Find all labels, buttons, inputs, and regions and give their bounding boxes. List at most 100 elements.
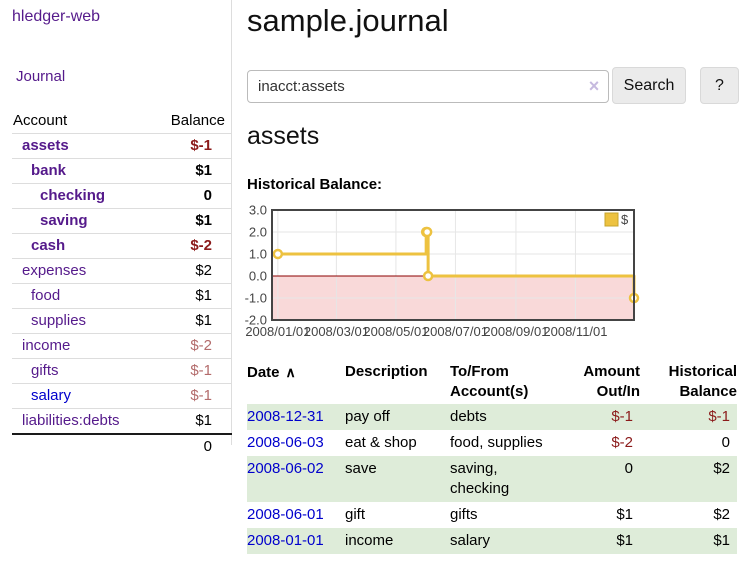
account-link[interactable]: supplies bbox=[31, 312, 87, 329]
account-row: cash $-2 bbox=[12, 233, 232, 258]
amount-cell: $1 bbox=[616, 506, 633, 523]
balance-cell: $1 bbox=[713, 532, 730, 549]
account-link[interactable]: saving bbox=[40, 212, 88, 229]
date-column-header[interactable]: Date ∧ bbox=[247, 358, 345, 404]
data-point-marker bbox=[421, 226, 433, 238]
account-balance: $1 bbox=[195, 212, 212, 229]
x-tick-label: 2008/07/01 bbox=[423, 324, 488, 339]
app-brand-link[interactable]: hledger-web bbox=[12, 8, 101, 25]
register-row: 2008-06-01 gift gifts $1 $2 bbox=[247, 502, 737, 528]
balance-column-header: Historical Balance bbox=[668, 363, 737, 400]
account-row: gifts $-1 bbox=[12, 358, 232, 383]
account-row: income $-2 bbox=[12, 333, 232, 358]
account-row: assets $-1 bbox=[12, 133, 232, 158]
account-row: liabilities:debts $1 bbox=[12, 408, 232, 433]
account-row: salary $-1 bbox=[12, 383, 232, 408]
data-point-marker bbox=[422, 270, 434, 282]
account-link[interactable]: salary bbox=[31, 387, 72, 404]
account-balance: $-2 bbox=[190, 237, 212, 254]
account-row: saving $1 bbox=[12, 208, 232, 233]
description-cell: eat & shop bbox=[345, 434, 417, 451]
account-balance: $1 bbox=[195, 312, 212, 329]
account-balance: $-1 bbox=[190, 387, 212, 404]
account-link[interactable]: income bbox=[22, 337, 71, 354]
account-link[interactable]: liabilities:debts bbox=[22, 412, 120, 429]
account-balance: $1 bbox=[195, 287, 212, 304]
search-input[interactable] bbox=[247, 70, 609, 103]
account-cell: debts bbox=[450, 408, 487, 425]
account-link[interactable]: bank bbox=[31, 162, 67, 179]
amount-column-header: Amount Out/In bbox=[583, 363, 640, 400]
account-link[interactable]: gifts bbox=[31, 362, 59, 379]
x-tick-label: 2008/01/01 bbox=[245, 324, 310, 339]
account-balance: $1 bbox=[195, 162, 212, 179]
plot-border bbox=[271, 209, 635, 321]
account-cell: salary bbox=[450, 532, 491, 549]
x-tick-label: 2008/03/01 bbox=[304, 324, 369, 339]
help-button[interactable]: ? bbox=[700, 67, 739, 104]
amount-cell: $1 bbox=[616, 532, 633, 549]
account-balance: 0 bbox=[203, 187, 212, 204]
y-tick-label: -2.0 bbox=[245, 313, 267, 328]
account-cell: food, supplies bbox=[450, 434, 543, 451]
register-row: 2008-06-02 save saving, checking 0 $2 bbox=[247, 456, 737, 502]
search-button[interactable]: Search bbox=[612, 67, 686, 104]
date-link[interactable]: 2008-06-02 bbox=[247, 460, 324, 477]
y-tick-label: 3.0 bbox=[249, 203, 267, 218]
register-header-row: Date ∧ Description To/From Account(s) Amo… bbox=[247, 358, 737, 404]
account-row: checking 0 bbox=[12, 183, 232, 208]
description-cell: pay off bbox=[345, 408, 390, 425]
account-balance: $2 bbox=[195, 262, 212, 279]
legend-swatch bbox=[604, 212, 619, 227]
chart-canvas[interactable]: $3.0 2.0 1.0 0.0 -1.0 -2.02008/01/012008/03/0… bbox=[245, 200, 742, 348]
balance-column-header: Balance bbox=[170, 112, 225, 129]
account-row: bank $1 bbox=[12, 158, 232, 183]
historical-balance-chart[interactable]: $3.0 2.0 1.0 0.0 -1.0 -2.0 2008/01/01 2008/03/0… bbox=[245, 200, 742, 348]
sort-asc-icon: ∧ bbox=[285, 364, 296, 380]
legend-label: $ bbox=[621, 212, 629, 227]
amount-cell: $-2 bbox=[611, 434, 633, 451]
accounts-total-row: 0 bbox=[12, 433, 232, 459]
date-link[interactable]: 2008-01-01 bbox=[247, 532, 324, 549]
sidebar: hledger-web Journal Account Balance asse… bbox=[0, 0, 232, 455]
date-header-label: Date bbox=[247, 364, 280, 381]
register-section: Date ∧ Description To/From Account(s) Amo… bbox=[247, 358, 737, 554]
x-tick-label: 2008/09/01 bbox=[483, 324, 548, 339]
account-column-header: Account bbox=[13, 112, 68, 129]
account-link[interactable]: cash bbox=[31, 237, 66, 254]
description-cell: gift bbox=[345, 506, 366, 523]
account-link[interactable]: assets bbox=[22, 137, 69, 154]
account-cell: saving, checking bbox=[450, 460, 510, 497]
date-link[interactable]: 2008-12-31 bbox=[247, 408, 324, 425]
register-row: 2008-01-01 income salary $1 $1 bbox=[247, 528, 737, 554]
register-table: Date ∧ Description To/From Account(s) Amo… bbox=[247, 358, 737, 554]
register-row: 2008-12-31 pay off debts $-1 $-1 bbox=[247, 404, 737, 430]
amount-cell: $-1 bbox=[611, 408, 633, 425]
account-heading: assets bbox=[247, 122, 320, 150]
account-balance: $-1 bbox=[190, 362, 212, 379]
date-link[interactable]: 2008-06-01 bbox=[247, 506, 324, 523]
description-column-header: Description bbox=[345, 363, 428, 380]
date-link[interactable]: 2008-06-03 bbox=[247, 434, 324, 451]
sidebar-item-journal[interactable]: Journal bbox=[16, 68, 66, 85]
account-link[interactable]: food bbox=[31, 287, 61, 304]
account-balance: $-1 bbox=[190, 137, 212, 154]
page-title: sample.journal bbox=[247, 3, 449, 38]
accounts-total-value: 0 bbox=[203, 438, 212, 455]
search-form: × Search ? bbox=[247, 66, 742, 106]
x-tick-label: 2008/05/01 bbox=[363, 324, 428, 339]
account-link[interactable]: checking bbox=[40, 187, 106, 204]
y-tick-label: -1.0 bbox=[245, 291, 267, 306]
main-content: sample.journal × Search ? assets Histori… bbox=[245, 0, 742, 582]
balance-cell: 0 bbox=[721, 434, 730, 451]
description-cell: save bbox=[345, 460, 377, 477]
y-tick-label: 1.0 bbox=[249, 247, 267, 262]
clear-search-icon[interactable]: × bbox=[588, 76, 600, 96]
x-tick-label: 2008/11/01 bbox=[543, 324, 607, 339]
account-link[interactable]: expenses bbox=[22, 262, 87, 279]
account-row: food $1 bbox=[12, 283, 232, 308]
account-column-header: To/From Account(s) bbox=[450, 363, 529, 400]
register-row: 2008-06-03 eat & shop food, supplies $-2… bbox=[247, 430, 737, 456]
account-balance-table: Account Balance assets $-1 bank $1 check… bbox=[0, 108, 232, 459]
data-point-marker bbox=[272, 248, 284, 260]
